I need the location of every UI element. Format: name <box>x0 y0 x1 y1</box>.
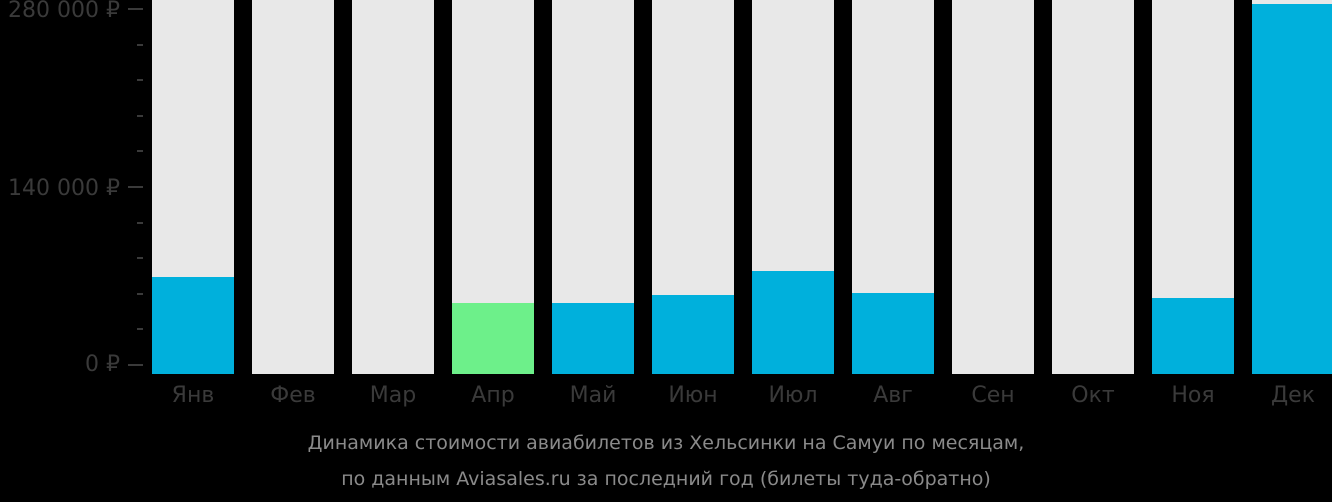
bar-Апр[interactable] <box>452 302 534 374</box>
x-label: Сен <box>971 383 1015 408</box>
x-label: Окт <box>1071 383 1115 408</box>
major-tick <box>128 8 143 10</box>
bar-background <box>952 0 1034 374</box>
minor-tick <box>137 43 143 46</box>
minor-tick <box>137 292 143 295</box>
major-tick <box>128 186 143 188</box>
y-label-max: 280 000 ₽ <box>8 0 120 23</box>
x-label: Ноя <box>1171 383 1215 408</box>
minor-tick <box>137 114 143 117</box>
chart-caption-line2: по данным Aviasales.ru за последний год … <box>341 468 991 490</box>
bar-Янв[interactable] <box>152 277 234 374</box>
minor-tick <box>137 79 143 82</box>
bar-Авг[interactable] <box>852 293 934 374</box>
minor-tick <box>137 221 143 224</box>
y-label-mid: 140 000 ₽ <box>8 176 120 201</box>
bar-Дек[interactable] <box>1252 3 1332 374</box>
bar-Ноя[interactable] <box>1152 298 1234 374</box>
bar-background <box>352 0 434 374</box>
x-label: Авг <box>873 383 913 408</box>
minor-tick <box>137 257 143 260</box>
minor-tick <box>137 328 143 331</box>
x-label: Янв <box>171 383 215 408</box>
bar-Июн[interactable] <box>652 295 734 374</box>
x-label: Май <box>569 383 617 408</box>
major-tick <box>128 364 143 366</box>
bar-background <box>252 0 334 374</box>
bar-Июл[interactable] <box>752 270 834 374</box>
chart-caption-line1: Динамика стоимости авиабилетов из Хельси… <box>307 432 1025 454</box>
x-label: Июл <box>768 383 818 408</box>
x-label: Июн <box>668 383 718 408</box>
x-label: Апр <box>471 383 515 408</box>
x-label: Дек <box>1270 383 1315 408</box>
x-label: Мар <box>369 383 417 408</box>
y-label-zero: 0 ₽ <box>85 352 120 377</box>
bar-background <box>1052 0 1134 374</box>
minor-tick <box>137 150 143 153</box>
bar-Май[interactable] <box>552 302 634 374</box>
x-label: Фев <box>270 383 316 408</box>
